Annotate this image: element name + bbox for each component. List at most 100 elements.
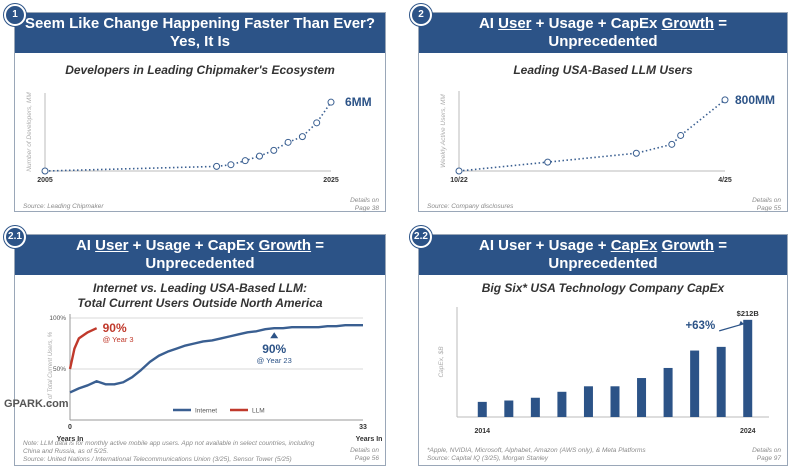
bar-2021 <box>663 367 673 417</box>
source-note: Note: LLM data is for monthly active mob… <box>23 440 314 464</box>
x-tick-label: 10/22 <box>450 177 468 184</box>
chart-developers: Number of Developers, MM 6MM 2005 2025 <box>26 92 372 184</box>
details-note: Details on Page 55 <box>752 197 781 213</box>
growth-arrow-head <box>738 320 744 326</box>
end-value-label: 6MM <box>345 95 372 109</box>
chart-subtitle: Leading USA-Based LLM Users <box>513 63 693 77</box>
panel-title-line2: Unprecedented <box>548 33 658 50</box>
details-line2: Page 97 <box>756 455 781 462</box>
series-line <box>44 101 332 172</box>
panel-internet-vs-llm: AI User + Usage + CapEx Growth = Unprece… <box>14 234 386 466</box>
title-part: + Usage + CapEx <box>531 15 662 32</box>
series-line-internet <box>69 323 363 394</box>
series-line <box>458 99 726 172</box>
legend-label-llm: LLM <box>252 408 265 415</box>
panel-title-line1: AI User + Usage + CapEx Growth = <box>15 237 385 255</box>
bar-2016 <box>530 397 540 417</box>
source-note: Source: Company disclosures <box>427 203 514 210</box>
note-line: *Apple, NVIDIA, Microsoft, Alphabet, Ama… <box>427 447 646 454</box>
chart-subtitle: Developers in Leading Chipmaker's Ecosys… <box>65 63 335 77</box>
panel-developers: Seem Like Change Happening Faster Than E… <box>14 12 386 212</box>
watermark: GPARK.com <box>4 398 69 410</box>
data-point <box>677 131 685 139</box>
title-part: AI User + Usage + <box>478 237 611 254</box>
chart-internet-vs-llm: 100% 50%% of Total Current Users, % 0 33 Yea… <box>48 314 383 443</box>
data-point <box>241 157 249 165</box>
panel-header: AI User + Usage + CapEx Growth = Unprece… <box>419 235 787 275</box>
bar-2023 <box>716 346 726 417</box>
x-tick-label: 4/25 <box>718 177 732 184</box>
details-note: Details on Page 38 <box>350 197 379 213</box>
x-axis-label: Years In <box>356 436 383 443</box>
bar-2014 <box>477 401 487 417</box>
data-point <box>544 158 552 166</box>
y-axis-label: % of Total Current Users, % <box>48 331 54 406</box>
details-line2: Page 38 <box>354 205 379 212</box>
data-point <box>313 119 321 127</box>
title-underlined-user: User <box>498 15 532 32</box>
title-part: AI <box>478 15 499 32</box>
details-line2: Page 55 <box>756 205 781 212</box>
panel-capex: AI User + Usage + CapEx Growth = Unprece… <box>418 234 788 466</box>
data-point <box>41 167 49 175</box>
panel-title-line2: Yes, It Is <box>169 33 231 50</box>
panel-number-badge: 2.1 <box>4 226 26 248</box>
chart-subtitle: Big Six* USA Technology Company CapEx <box>481 281 725 295</box>
source-line: Source: United Nations / International T… <box>23 456 292 463</box>
y-tick-label: 100% <box>49 315 66 322</box>
x-tick-label: 33 <box>359 424 367 431</box>
title-part: = <box>714 237 728 254</box>
title-underlined-growth: Growth <box>661 15 715 32</box>
bar-2020 <box>637 378 647 417</box>
details-note: Details on Page 56 <box>350 447 379 463</box>
subtitle-line2: Total Current Users Outside North Americ… <box>77 296 323 310</box>
data-point <box>284 138 292 146</box>
details-line2: Page 56 <box>354 455 379 462</box>
panel-llm-users: AI User + Usage + CapEx Growth = Unprece… <box>418 12 788 212</box>
panel-number-badge: 2 <box>410 4 432 26</box>
bar-2017 <box>557 391 567 417</box>
legend-label-internet: Internet <box>195 408 217 415</box>
data-point <box>327 98 335 106</box>
data-point <box>668 140 676 148</box>
bar-2024 <box>743 319 753 417</box>
panel-number-badge: 1 <box>4 4 26 26</box>
data-point <box>227 161 235 169</box>
x-tick-label: 2014 <box>474 428 490 435</box>
title-part: = <box>311 237 325 254</box>
details-line1: Details on <box>350 197 379 204</box>
note-line2: China and Russia, as of 5/25. <box>23 448 109 455</box>
y-tick-label: 50% <box>53 366 66 373</box>
title-underlined-growth: Growth <box>661 237 715 254</box>
x-tick-label: 2005 <box>37 177 53 184</box>
panel-header: AI User + Usage + CapEx Growth = Unprece… <box>15 235 385 275</box>
source-note: Source: Leading Chipmaker <box>23 203 104 210</box>
chart-capex: CapEx, $B 2014 2024 $212B +63% <box>438 307 769 435</box>
source-line: Source: Capital IQ (3/25), Morgan Stanle… <box>427 455 549 462</box>
internet-annotation-sub: @ Year 23 <box>257 356 292 365</box>
y-axis-label: Weekly Active Users, MM <box>440 94 447 168</box>
note-line1: Note: LLM data is for monthly active mob… <box>23 440 315 447</box>
title-part: = <box>714 15 728 32</box>
title-part: + Usage + CapEx <box>128 237 259 254</box>
title-underlined-user: User <box>95 237 129 254</box>
y-axis-label: Number of Developers, MM <box>26 92 33 172</box>
internet-annotation-value: 90% <box>262 342 286 356</box>
panel-title-line1: AI User + Usage + CapEx Growth = <box>419 237 787 255</box>
title-part: AI <box>75 237 96 254</box>
data-point <box>298 133 306 141</box>
details-line1: Details on <box>350 447 379 454</box>
panel-title-line2: Unprecedented <box>145 255 255 272</box>
y-axis-label: CapEx, $B <box>438 346 445 378</box>
x-axis-label: Years In <box>57 436 84 443</box>
panel-header: AI User + Usage + CapEx Growth = Unprece… <box>419 13 787 53</box>
growth-label: +63% <box>685 320 715 332</box>
data-point <box>270 146 278 154</box>
data-point <box>213 162 221 170</box>
details-line1: Details on <box>752 447 781 454</box>
details-note: Details on Page 97 <box>752 447 781 463</box>
data-point <box>632 149 640 157</box>
panel-number-badge: 2.2 <box>410 226 432 248</box>
data-point <box>455 167 463 175</box>
x-tick-label: 2025 <box>323 177 339 184</box>
